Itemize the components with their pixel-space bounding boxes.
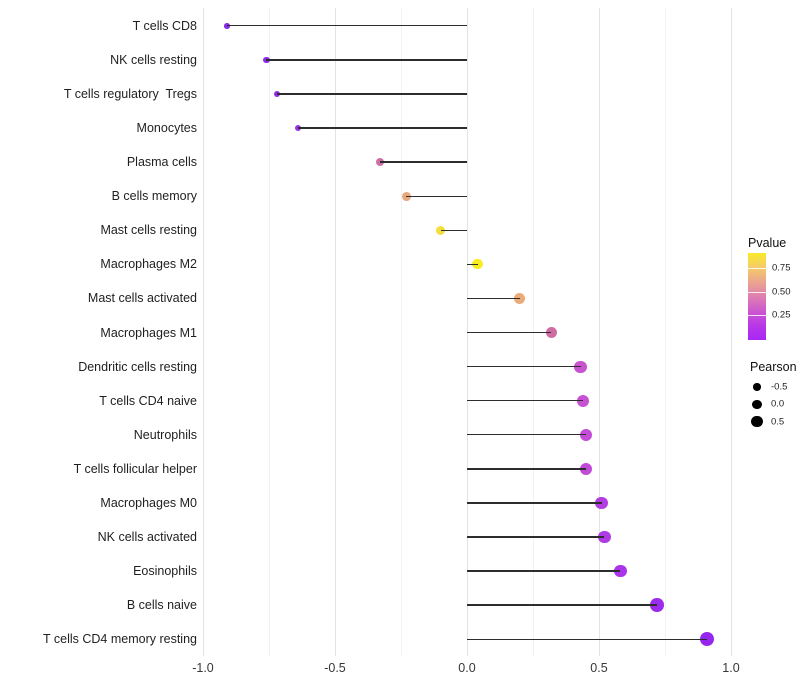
y-axis-label: Mast cells resting <box>100 223 197 238</box>
lollipop-point <box>579 462 592 475</box>
y-axis-label: Plasma cells <box>126 155 197 170</box>
gridline-major <box>731 8 732 656</box>
lollipop-stem <box>266 59 467 61</box>
lollipop-point <box>294 124 302 132</box>
lollipop-stem <box>467 570 621 572</box>
x-axis-tick-label: -1.0 <box>192 661 214 675</box>
pvalue-colorbar-tick <box>748 315 766 316</box>
lollipop-stem <box>467 399 584 402</box>
y-axis-label: B cells naive <box>126 598 197 613</box>
y-axis-label: NK cells activated <box>97 530 197 544</box>
lollipop-point <box>435 225 446 236</box>
lollipop-stem <box>467 365 581 368</box>
y-axis-label: Neutrophils <box>133 427 197 442</box>
y-axis-label: B cells memory <box>111 189 197 204</box>
lollipop-point <box>595 496 608 510</box>
lollipop-stem <box>467 604 658 606</box>
lollipop-stem <box>467 468 586 470</box>
lollipop-stem <box>467 434 586 436</box>
lollipop-stem <box>406 195 467 197</box>
y-axis-label: Mast cells activated <box>87 291 197 306</box>
lollipop-point <box>574 360 587 373</box>
y-axis-label: Monocytes <box>136 121 197 136</box>
y-axis-label: T cells follicular helper <box>73 461 197 476</box>
y-axis-label: Eosinophils <box>133 564 197 579</box>
gridline-minor <box>665 8 666 656</box>
lollipop-point <box>545 326 558 339</box>
x-axis-tick-label: 0.0 <box>458 661 476 675</box>
lollipop-stem <box>467 331 552 334</box>
lollipop-stem <box>276 93 467 95</box>
y-axis-label: NK cells resting <box>110 52 197 67</box>
lollipop-stem <box>467 502 602 504</box>
lollipop-stem <box>440 229 467 231</box>
lollipop-point <box>579 428 592 441</box>
y-axis-label: T cells CD8 <box>132 18 197 33</box>
y-axis-label: Macrophages M1 <box>100 325 197 340</box>
x-axis-tick-label: 1.0 <box>722 661 740 675</box>
gridline-major <box>203 8 204 656</box>
pearson-size-dot <box>752 399 762 409</box>
gridline-minor <box>401 8 402 656</box>
pvalue-tick-label: 0.50 <box>772 286 791 298</box>
lollipop-stem <box>226 25 467 27</box>
pearson-size-label: 0.0 <box>771 398 785 410</box>
pearson-size-label: 0.5 <box>771 416 785 428</box>
pvalue-colorbar-tick <box>748 291 766 293</box>
y-axis-label: T cells regulatory Tregs <box>63 86 197 101</box>
lollipop-stem <box>467 638 708 640</box>
gridline-major <box>335 8 336 656</box>
x-axis-tick-label: 0.5 <box>590 661 608 675</box>
x-axis-tick-label: -0.5 <box>324 661 346 675</box>
pearson-legend-title: Pearson <box>750 360 797 374</box>
pvalue-colorbar-tick <box>748 268 766 269</box>
lollipop-point <box>472 259 483 270</box>
y-axis-label: T cells CD4 naive <box>99 393 197 408</box>
gridline-major <box>599 8 600 656</box>
pearson-size-dot <box>751 416 763 428</box>
lollipop-stem <box>298 127 467 129</box>
y-axis-label: T cells CD4 memory resting <box>43 632 197 647</box>
lollipop-stem <box>379 161 467 163</box>
lollipop-point <box>613 564 627 578</box>
pvalue-tick-label: 0.75 <box>772 262 791 274</box>
y-axis-label: Macrophages M2 <box>100 257 197 272</box>
pvalue-colorbar <box>748 253 766 340</box>
pvalue-tick-label: 0.25 <box>772 309 791 321</box>
y-axis-label: Macrophages M0 <box>100 495 197 510</box>
pearson-size-dot <box>753 383 761 391</box>
pvalue-legend-title: Pvalue <box>748 236 787 250</box>
lollipop-stem <box>467 297 520 300</box>
y-axis-label: Dendritic cells resting <box>78 359 197 374</box>
lollipop-point <box>263 56 270 64</box>
gridline-minor <box>269 8 270 656</box>
lollipop-point <box>598 530 611 544</box>
pearson-size-label: -0.5 <box>771 381 788 393</box>
lollipop-stem <box>467 263 478 266</box>
lollipop-stem <box>467 536 605 538</box>
